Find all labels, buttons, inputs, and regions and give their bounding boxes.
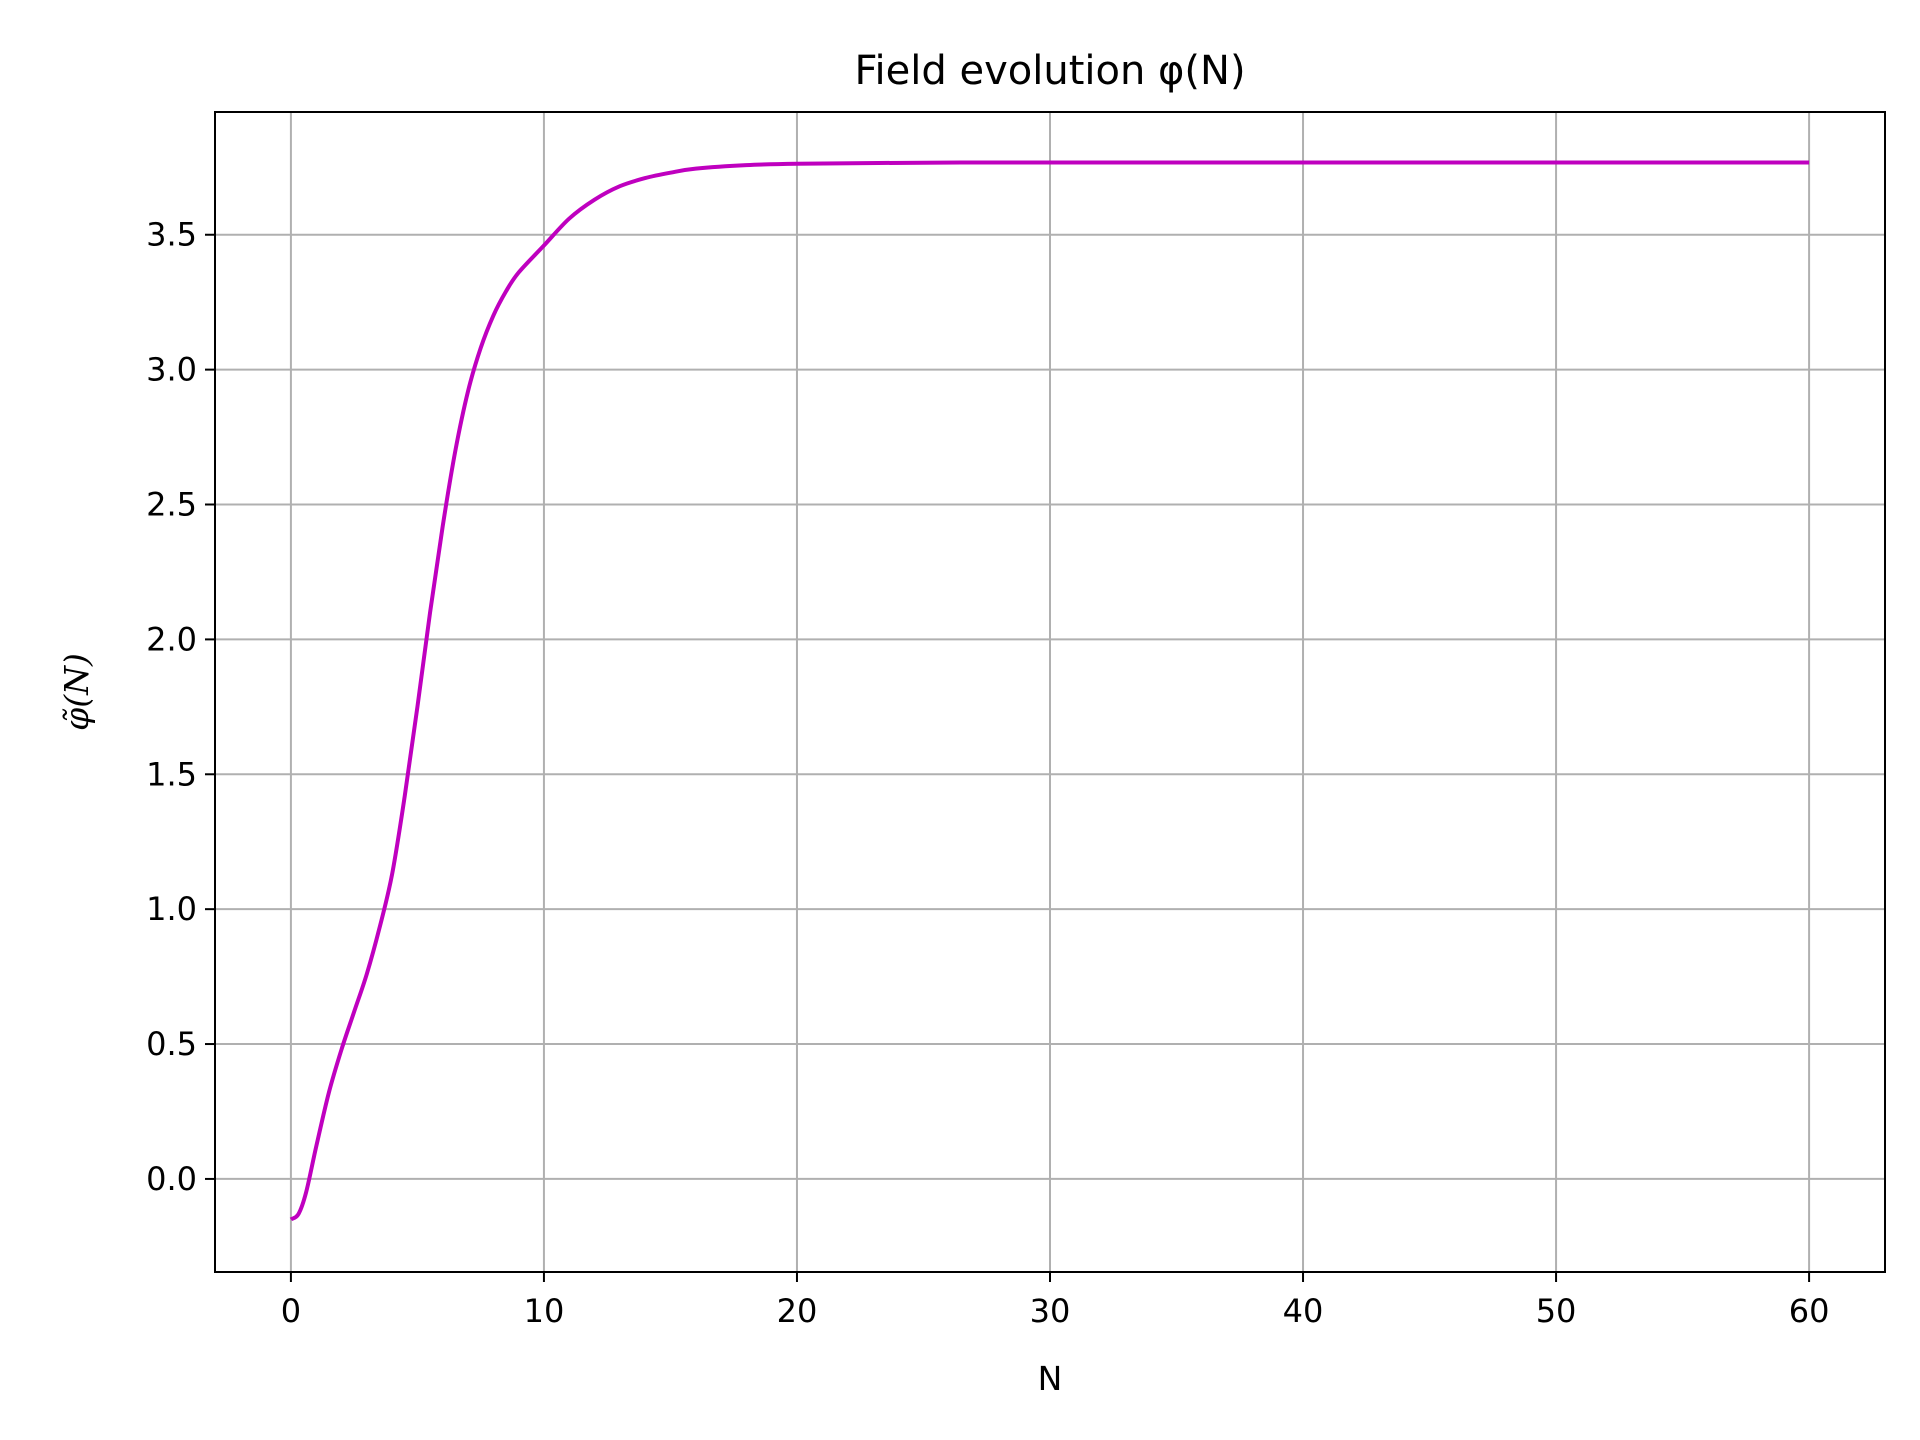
x-tick-label: 40	[1283, 1292, 1324, 1330]
grid	[215, 112, 1885, 1272]
series-line	[289, 160, 1810, 1222]
y-tick-label: 2.0	[146, 620, 197, 658]
series-layer	[289, 160, 1810, 1222]
y-axis-label: φ̃(N)	[57, 653, 96, 731]
y-tick-label: 1.0	[146, 890, 197, 928]
y-tick-label: 2.5	[146, 486, 197, 524]
x-tick-label: 0	[281, 1292, 301, 1330]
x-tick-label: 10	[524, 1292, 565, 1330]
x-tick-label: 30	[1030, 1292, 1071, 1330]
x-tick-label: 50	[1536, 1292, 1577, 1330]
y-tick-label: 3.5	[146, 216, 197, 254]
x-tick-label: 20	[777, 1292, 818, 1330]
y-tick-label: 3.0	[146, 351, 197, 389]
y-tick-label: 1.5	[146, 755, 197, 793]
y-tick-label: 0.5	[146, 1025, 197, 1063]
x-tick-label: 60	[1789, 1292, 1830, 1330]
chart-title: Field evolution φ(N)	[854, 48, 1245, 94]
ticks: 0 10 20 30 40 50 60 0.0 0.5 1.0 1.5 2.0 2.5 3.0 3.5	[146, 216, 1829, 1330]
y-tick-label: 0.0	[146, 1160, 197, 1198]
x-axis-label: N	[1038, 1359, 1063, 1398]
